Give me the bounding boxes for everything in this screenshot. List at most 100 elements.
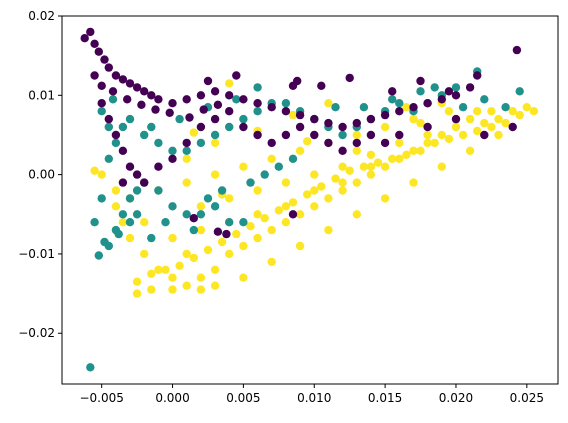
- scatter-point: [210, 265, 220, 274]
- scatter-point: [225, 122, 234, 132]
- scatter-point: [338, 162, 347, 171]
- scatter-point: [90, 218, 99, 227]
- scatter-point: [232, 229, 241, 239]
- scatter-point: [154, 186, 163, 195]
- scatter-point: [458, 130, 468, 140]
- scatter-point: [451, 114, 461, 124]
- scatter-point: [239, 241, 248, 251]
- scatter-point: [199, 105, 208, 114]
- scatter-point: [104, 122, 114, 132]
- scatter-point: [352, 118, 361, 128]
- scatter-point: [395, 99, 404, 108]
- scatter-point: [114, 229, 123, 239]
- scatter-point: [395, 154, 404, 163]
- scatter-point: [288, 81, 298, 91]
- scatter-point: [324, 99, 333, 108]
- scatter-point: [473, 71, 482, 80]
- scatter-point: [260, 214, 269, 223]
- x-tick-label: −0.005: [79, 391, 123, 405]
- scatter-point: [111, 71, 121, 80]
- scatter-point: [288, 210, 298, 219]
- scatter-point: [395, 138, 404, 148]
- scatter-point: [246, 178, 255, 187]
- scatter-point: [147, 269, 156, 278]
- scatter-point: [118, 75, 128, 84]
- scatter-point: [222, 229, 231, 239]
- scatter-point: [437, 130, 446, 140]
- scatter-point: [189, 128, 198, 137]
- scatter-point: [522, 103, 531, 112]
- scatter-point: [232, 71, 241, 80]
- scatter-point: [338, 186, 347, 195]
- scatter-point: [281, 107, 291, 116]
- scatter-point: [352, 210, 361, 219]
- scatter-point: [366, 170, 376, 179]
- scatter-point: [97, 170, 106, 179]
- scatter-point: [380, 138, 390, 148]
- scatter-point: [239, 114, 248, 124]
- x-tick-label: 0.000: [155, 391, 189, 405]
- scatter-point: [175, 261, 184, 270]
- scatter-point: [515, 110, 524, 120]
- scatter-point: [430, 138, 439, 148]
- scatter-point: [317, 81, 326, 91]
- scatter-point: [274, 206, 283, 215]
- scatter-point: [465, 83, 475, 92]
- scatter-point: [108, 95, 118, 104]
- scatter-point: [416, 146, 425, 155]
- scatter-point: [151, 105, 160, 114]
- scatter-point: [90, 39, 99, 48]
- scatter-point: [338, 122, 347, 132]
- scatter-point: [295, 110, 305, 120]
- scatter-point: [182, 154, 191, 163]
- scatter-point: [94, 47, 104, 56]
- scatter-point: [182, 146, 191, 155]
- scatter-point: [210, 114, 220, 124]
- scatter-point: [125, 194, 135, 203]
- scatter-point: [90, 71, 99, 80]
- scatter-point: [154, 265, 163, 274]
- scatter-point: [310, 170, 319, 179]
- scatter-point: [168, 233, 177, 243]
- scatter-point: [239, 162, 248, 171]
- scatter-point: [225, 107, 234, 116]
- scatter-point: [338, 178, 347, 187]
- scatter-point: [210, 138, 220, 148]
- scatter-point: [324, 194, 333, 203]
- scatter-point: [196, 202, 206, 211]
- scatter-point: [409, 103, 418, 112]
- scatter-point: [154, 138, 163, 148]
- scatter-point: [154, 162, 163, 171]
- y-tick-label: −0.01: [18, 247, 55, 261]
- scatter-point: [281, 218, 291, 227]
- scatter-point: [310, 130, 319, 140]
- scatter-point: [123, 95, 132, 104]
- scatter-point: [487, 122, 496, 132]
- scatter-point: [345, 73, 354, 83]
- scatter-point: [132, 210, 142, 219]
- scatter-point: [100, 237, 109, 247]
- scatter-point: [409, 114, 418, 124]
- scatter-point: [125, 162, 135, 171]
- scatter-point: [295, 122, 305, 132]
- scatter-point: [295, 210, 305, 219]
- scatter-point: [140, 218, 149, 227]
- scatter-point: [317, 182, 326, 191]
- scatter-point: [444, 107, 454, 116]
- scatter-point: [132, 170, 142, 179]
- scatter-point: [118, 178, 128, 187]
- y-axis: 0.02 0.01 0.00 −0.01 −0.02: [18, 9, 62, 340]
- scatter-point: [111, 130, 121, 140]
- scatter-point: [118, 210, 128, 219]
- scatter-point: [267, 103, 276, 112]
- y-tick-label: 0.02: [28, 9, 55, 23]
- scatter-point: [108, 87, 118, 96]
- scatter-point: [338, 130, 347, 140]
- y-tick-label: 0.00: [28, 168, 55, 182]
- scatter-point: [182, 281, 191, 290]
- scatter-point: [494, 114, 503, 124]
- scatter-point: [416, 118, 425, 128]
- scatter-point: [125, 79, 135, 88]
- scatter-point: [451, 122, 461, 132]
